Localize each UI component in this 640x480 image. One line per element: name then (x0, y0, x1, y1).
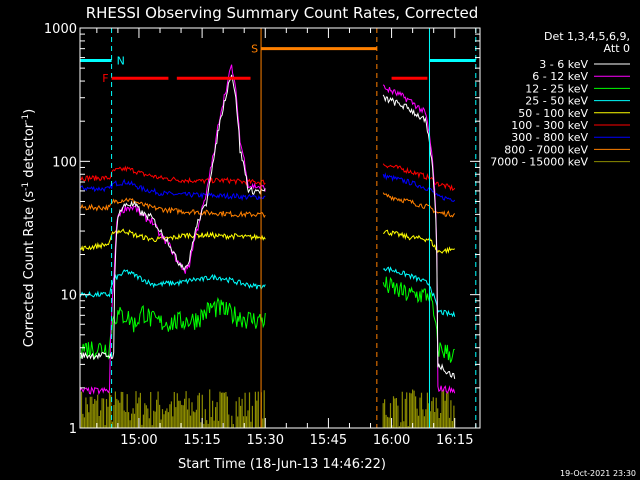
series-7000-15000-kev (80, 389, 455, 428)
series-3-6-kev (79, 74, 456, 379)
series-50-100-kev (79, 228, 455, 255)
series-300-800-kev-segment-1 (79, 178, 266, 202)
series-100-300-kev-segment-1 (79, 165, 266, 187)
flag-label-F: F (102, 72, 108, 85)
plot-frame (79, 27, 481, 429)
series-3-6-kev-segment-2 (382, 94, 456, 379)
series-25-50-kev-segment-1 (79, 269, 266, 299)
series-300-800-kev-segment-2 (382, 172, 456, 202)
series-7000-15000-kev-segment-2 (382, 389, 455, 428)
series-25-50-kev (79, 266, 456, 318)
y-axis-label-end: ) (22, 109, 37, 114)
legend-entry-50-100-kev-label: 50 - 100 keV (518, 107, 588, 120)
series-100-300-kev-segment-2 (382, 163, 456, 192)
legend-entry-12-25-kev-label: 12 - 25 keV (525, 82, 588, 95)
series-100-300-kev (79, 163, 456, 192)
legend-entry-800-7000-kev-label: 800 - 7000 keV (504, 143, 588, 156)
x-tick-label-15:15: 15:15 (183, 433, 220, 448)
y-tick-label-10: 10 (60, 289, 77, 304)
series-50-100-kev-segment-1 (79, 228, 266, 252)
legend-header-attenuator: Att 0 (604, 42, 630, 55)
legend-entry-100-300-kev-label: 100 - 300 keV (511, 119, 588, 132)
x-tick-label-15:45: 15:45 (310, 433, 347, 448)
x-axis-label: Start Time (18-Jun-13 14:46:22) (178, 457, 386, 472)
axes-layer: 15:00 15:15 15:30 15:45 16:00 16:15 1 10 100 1000 (44, 22, 480, 448)
x-tick-label-15:00: 15:00 (120, 433, 157, 448)
series-6-12-kev (79, 64, 456, 396)
series-800-7000-kev-segment-1 (79, 197, 266, 219)
series-300-800-kev (79, 172, 456, 202)
series-25-50-kev-segment-2 (382, 266, 456, 318)
y-tick-label-1: 1 (69, 422, 77, 437)
flag-label-N: N (117, 55, 125, 68)
legend-entry-3-6-kev-label: 3 - 6 keV (539, 58, 588, 71)
y-axis-label-sup1: -1 (21, 182, 31, 191)
legend-entry-300-800-kev-label: 300 - 800 keV (511, 131, 588, 144)
chart-title: RHESSI Observing Summary Count Rates, Co… (86, 4, 479, 22)
series-7000-15000-kev-segment-1 (80, 389, 265, 428)
x-tick-label-16:15: 16:15 (436, 433, 473, 448)
series-12-25-kev-segment-2 (382, 276, 455, 363)
x-tick-label-16:00: 16:00 (373, 433, 410, 448)
y-tick-label-1000: 1000 (44, 22, 77, 37)
x-tick-label-15:30: 15:30 (247, 433, 284, 448)
legend-entry-25-50-kev-label: 25 - 50 keV (525, 95, 588, 108)
legend-entry-7000-15000-kev-label: 7000 - 15000 keV (490, 156, 588, 169)
timestamp-footer: 19-Oct-2021 23:30 (560, 469, 636, 478)
series-6-12-kev-segment-1 (79, 64, 266, 396)
series-6-12-kev-segment-2 (382, 84, 456, 394)
legend-entry-6-12-kev-label: 6 - 12 keV (532, 70, 588, 83)
y-axis-label-mid: detector (22, 122, 37, 182)
series-800-7000-kev (79, 192, 456, 219)
flag-label-S: S (251, 43, 258, 56)
y-tick-label-100: 100 (52, 155, 77, 170)
legend-header-detectors: Det 1,3,4,5,6,9, (544, 30, 630, 43)
y-axis-label: Corrected Count Rate (s-1 detector-1) (21, 109, 37, 347)
series-800-7000-kev-segment-2 (382, 192, 456, 218)
series-3-6-kev-segment-1 (79, 74, 266, 361)
y-axis-label-sup2: -1 (21, 114, 31, 123)
data-layer: NF S (79, 28, 477, 428)
y-axis-label-main: Corrected Count Rate (s (22, 191, 37, 348)
series-50-100-kev-segment-2 (382, 229, 455, 255)
